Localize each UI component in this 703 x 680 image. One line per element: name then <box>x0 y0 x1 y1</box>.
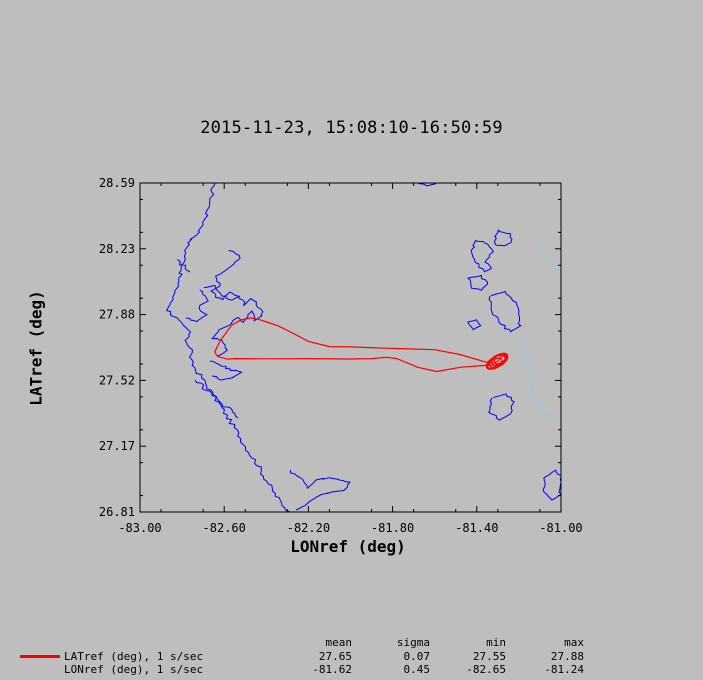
chart-title: 2015-11-23, 15:08:10-16:50:59 <box>200 118 503 138</box>
flight-track-orbit <box>486 357 503 369</box>
legend-row-lon: LONref (deg), 1 s/sec -81.62 0.45 -82.65… <box>0 663 703 677</box>
legend-label-lat: LATref (deg), 1 s/sec <box>64 650 204 663</box>
y-tick-label: 27.17 <box>99 439 135 453</box>
legend-header-row: mean sigma min max <box>0 636 703 650</box>
coastline-segment <box>289 469 351 511</box>
legend-lon-mean: -81.62 <box>312 663 352 676</box>
x-tick-label: -81.80 <box>371 521 414 535</box>
lake-outline <box>488 290 522 333</box>
legend-lat-sigma: 0.07 <box>403 650 431 663</box>
coastline-segment <box>210 250 264 357</box>
legend-row-lat: LATref (deg), 1 s/sec 27.65 0.07 27.55 2… <box>0 650 703 664</box>
flight-track-series <box>214 317 509 373</box>
legend-label-lon: LONref (deg), 1 s/sec <box>64 663 204 676</box>
coastline-segment <box>194 380 239 419</box>
x-axis-label: LONref (deg) <box>290 537 406 556</box>
y-tick-label: 27.88 <box>99 308 135 322</box>
legend-lat-min: 27.55 <box>472 650 506 663</box>
legend-header-max: max <box>564 636 584 649</box>
y-tick-label: 26.81 <box>99 505 135 519</box>
legend-lon-sigma: 0.45 <box>403 663 431 676</box>
coastline-segment <box>185 289 209 323</box>
lake-outline <box>488 393 515 421</box>
x-tick-label: -82.20 <box>287 521 330 535</box>
x-tick-label: -83.00 <box>118 521 161 535</box>
flight-track-orbit <box>493 352 509 365</box>
y-axis-ticks: 28.59 28.23 27.88 27.52 27.17 26.81 <box>99 176 561 519</box>
y-tick-label: 28.59 <box>99 176 135 190</box>
river-line <box>517 337 557 419</box>
river-line <box>540 243 561 273</box>
coastline-segment <box>165 183 291 512</box>
lake-outline <box>470 239 494 273</box>
legend-lon-min: -82.65 <box>466 663 506 676</box>
coastline-segment <box>177 259 191 273</box>
legend-header-sigma: sigma <box>396 636 430 649</box>
legend-stats-table: mean sigma min max LATref (deg), 1 s/sec… <box>0 634 703 680</box>
x-tick-label: -81.00 <box>539 521 582 535</box>
coastline-map <box>165 183 561 512</box>
coastline-segment <box>418 183 436 187</box>
legend-lon-max: -81.24 <box>544 663 584 676</box>
legend-lat-max: 27.88 <box>550 650 584 663</box>
lake-outline <box>493 229 513 247</box>
legend-lat-mean: 27.65 <box>318 650 352 663</box>
x-tick-label: -81.40 <box>455 521 498 535</box>
coastline-segment <box>203 285 241 301</box>
y-tick-label: 28.23 <box>99 242 135 256</box>
x-tick-label: -82.60 <box>203 521 246 535</box>
lake-outline <box>467 274 489 291</box>
plot-area: -83.00 -82.60 -82.20 -81.80 -81.40 -81.00 28.… <box>99 176 583 535</box>
lake-outline <box>542 469 561 501</box>
legend-header-min: min <box>486 636 506 649</box>
lake-outline <box>467 319 482 331</box>
legend-swatch-lat <box>20 655 60 658</box>
x-axis-ticks: -83.00 -82.60 -82.20 -81.80 -81.40 -81.00 <box>118 183 583 535</box>
coastline-segment <box>209 360 243 381</box>
legend-header-mean: mean <box>325 636 353 649</box>
plot-frame <box>139 182 562 513</box>
y-tick-label: 27.52 <box>99 373 135 387</box>
flight-track-line <box>214 317 508 373</box>
